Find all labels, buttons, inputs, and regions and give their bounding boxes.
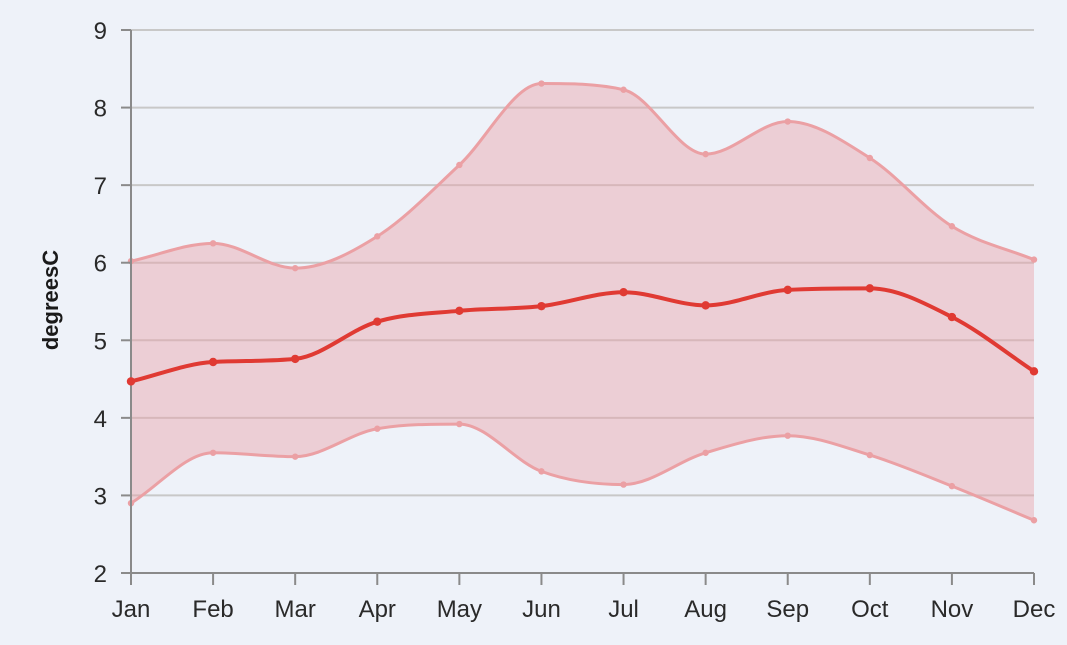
mean-point (455, 306, 464, 316)
upper-point (866, 154, 874, 162)
x-tick-label: Oct (851, 596, 889, 623)
mean-line (130, 286, 1036, 384)
mean-point (947, 312, 957, 322)
upper-point (702, 150, 709, 158)
upper-point (948, 223, 956, 230)
x-tick-label: Aug (684, 596, 727, 623)
mean-point (865, 284, 875, 293)
lower-point (538, 468, 545, 475)
x-tick-labels: Jan Feb Mar Apr May Jun Jul Aug Sep Oct Nov Dec (112, 596, 1056, 623)
x-tick-label: Dec (1013, 596, 1056, 623)
mean-point (1029, 367, 1039, 376)
lower-point (374, 425, 381, 432)
y-tick-label: 7 (94, 173, 107, 200)
upper-point (456, 161, 463, 169)
x-tick-label: Apr (359, 596, 396, 623)
lower-point (620, 481, 627, 488)
x-tick-label: Sep (766, 596, 809, 623)
y-tick-label: 4 (94, 406, 107, 433)
x-tick-label: Mar (275, 596, 316, 623)
y-tick-label: 5 (94, 328, 107, 355)
mean-point (126, 377, 136, 386)
mean-point (701, 301, 710, 310)
upper-point (1030, 256, 1038, 263)
lower-point (702, 449, 709, 456)
y-axis-title: degreesC (38, 250, 63, 350)
x-tick-label: Jan (112, 596, 151, 623)
upper-point (209, 240, 217, 247)
x-tick-label: Jun (522, 596, 561, 623)
gridlines (131, 29, 1034, 497)
mean-line-layer (126, 284, 1039, 386)
mean-point (783, 285, 792, 295)
upper-point (374, 233, 381, 240)
x-tick-label: Feb (192, 596, 233, 623)
upper-point (784, 118, 791, 125)
upper-point (538, 80, 545, 87)
mean-point (619, 287, 628, 297)
x-tick-label: May (437, 596, 482, 623)
range-band (127, 80, 1038, 524)
mean-point (290, 354, 300, 364)
x-tick-label: Jul (608, 596, 639, 623)
lower-point (866, 451, 874, 459)
y-tick-label: 3 (94, 483, 107, 510)
y-tick-label: 2 (94, 561, 107, 588)
upper-point (620, 86, 627, 93)
y-tick-label: 8 (94, 96, 107, 123)
lower-point (209, 449, 217, 456)
mean-point (373, 317, 382, 326)
lower-point (456, 420, 463, 428)
mean-point (537, 301, 546, 311)
lower-point (291, 453, 299, 460)
lower-bound-line (130, 422, 1035, 522)
axes (121, 29, 1035, 585)
lower-point (784, 432, 791, 439)
band-area (131, 83, 1034, 521)
y-tick-label: 9 (94, 18, 107, 45)
lower-point (948, 482, 956, 490)
lower-point (1030, 517, 1038, 524)
x-tick-label: Nov (931, 596, 974, 623)
y-tick-label: 6 (94, 251, 107, 278)
upper-point (291, 264, 299, 272)
mean-point (208, 357, 218, 367)
y-tick-labels: 2 3 4 5 6 7 8 9 (94, 18, 107, 588)
